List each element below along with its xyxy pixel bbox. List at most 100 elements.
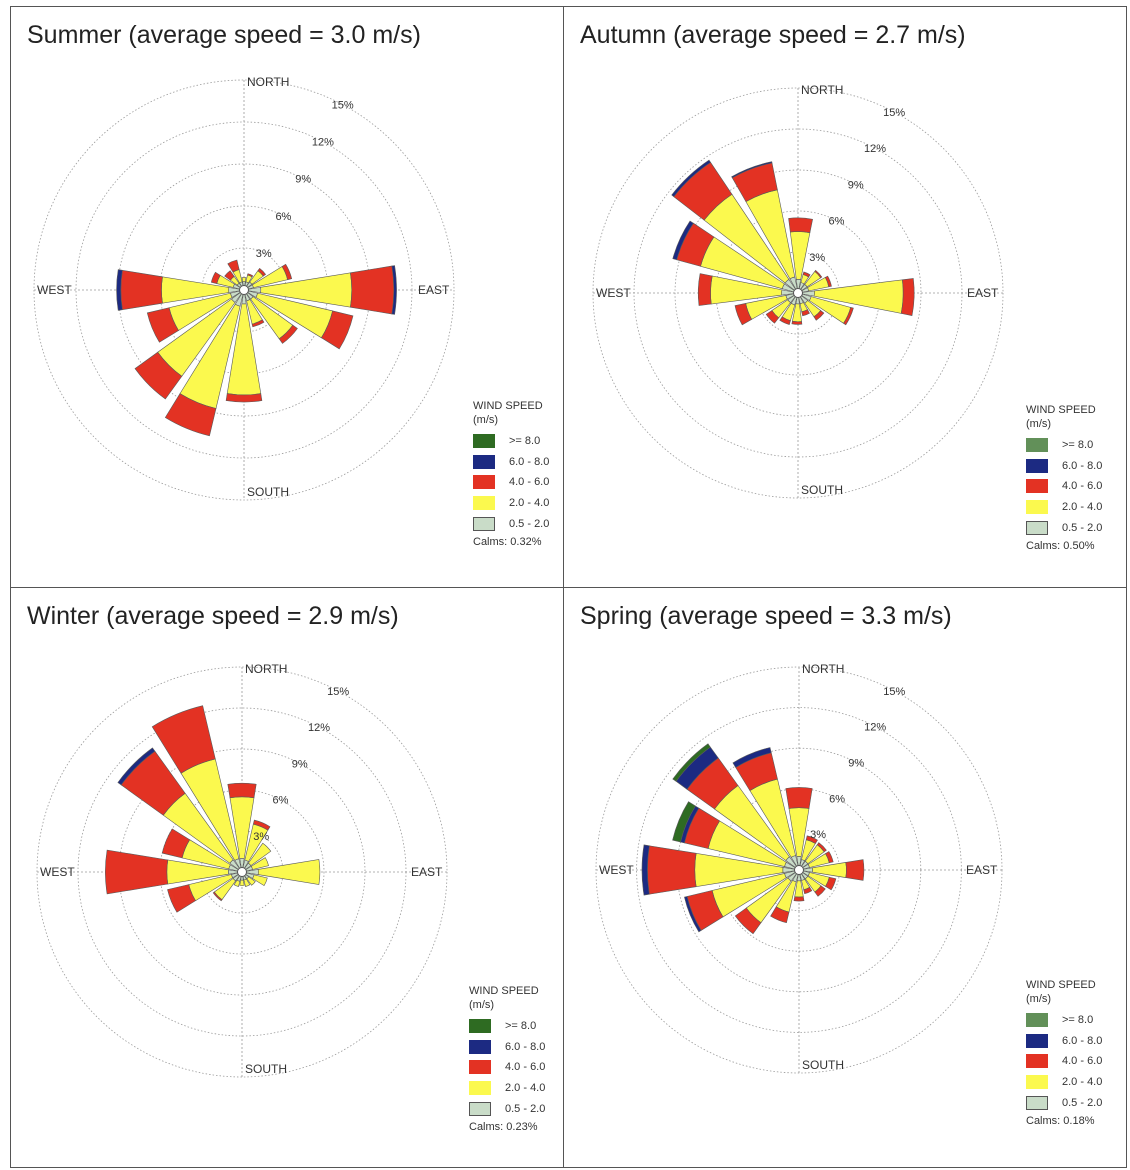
petal-segment bbox=[731, 161, 773, 179]
petal-segment bbox=[257, 859, 321, 885]
legend-swatch bbox=[1026, 1075, 1048, 1090]
ring-label: 9% bbox=[292, 758, 308, 770]
legend-swatch bbox=[473, 434, 495, 449]
chart-title: Spring (average speed = 3.3 m/s) bbox=[580, 602, 952, 630]
legend-swatch bbox=[1026, 1013, 1048, 1028]
direction-labels: NORTH EAST SOUTH WEST bbox=[599, 662, 998, 1072]
direction-label: SOUTH bbox=[245, 1062, 287, 1076]
legend-winter: WIND SPEED (m/s) >= 8.0 6.0 - 8.0 4.0 - … bbox=[469, 984, 545, 1133]
legend-item: 6.0 - 8.0 bbox=[1026, 1031, 1102, 1052]
legend-item: 6.0 - 8.0 bbox=[469, 1037, 545, 1058]
legend-title: WIND SPEED bbox=[1026, 404, 1096, 416]
legend-label: 4.0 - 6.0 bbox=[509, 476, 550, 489]
petal-segment bbox=[671, 159, 712, 198]
legend-swatch bbox=[1026, 500, 1048, 515]
direction-label: WEST bbox=[596, 286, 631, 300]
petal-segment bbox=[843, 307, 854, 326]
legend-item: 0.5 - 2.0 bbox=[473, 513, 549, 534]
petal-segment bbox=[641, 844, 650, 896]
petal-segment bbox=[672, 743, 711, 782]
ring-label: 9% bbox=[848, 179, 864, 191]
windrose-panel-spring: Spring (average speed = 3.3 m/s) 3% 6% 9% 1… bbox=[563, 587, 1127, 1168]
petal-segment bbox=[246, 876, 256, 886]
petal-segment bbox=[734, 907, 762, 935]
petal-segment bbox=[281, 263, 293, 281]
direction-label: EAST bbox=[418, 283, 450, 297]
petal-segment bbox=[239, 879, 245, 886]
legend-label: 0.5 - 2.0 bbox=[1062, 521, 1103, 534]
petal-segment bbox=[803, 886, 813, 895]
ring-labels: 3% 6% 9% 12% 15% bbox=[256, 100, 354, 260]
legend-swatch bbox=[473, 454, 495, 469]
legend-item: 6.0 - 8.0 bbox=[473, 452, 549, 473]
petal-segment bbox=[278, 324, 298, 344]
legend-label: 4.0 - 6.0 bbox=[505, 1061, 546, 1074]
petal-segment bbox=[212, 891, 223, 902]
legend-label: 6.0 - 8.0 bbox=[1062, 1034, 1103, 1047]
direction-label: EAST bbox=[411, 865, 443, 879]
ring-labels: 3% 6% 9% 12% 15% bbox=[253, 686, 349, 843]
petal-segment bbox=[793, 896, 805, 902]
petal-segment bbox=[788, 217, 813, 234]
calms-label: Calms: 0.50% bbox=[1026, 539, 1095, 552]
petal-segment bbox=[697, 273, 713, 306]
legend-item: 4.0 - 6.0 bbox=[469, 1057, 545, 1078]
petal-segment bbox=[225, 393, 263, 403]
legend-unit: (m/s) bbox=[1026, 993, 1052, 1005]
direction-label: NORTH bbox=[802, 662, 844, 676]
petal-segment bbox=[224, 270, 235, 281]
legend-label: 4.0 - 6.0 bbox=[1062, 1055, 1103, 1068]
petal-segment bbox=[241, 277, 247, 283]
windrose-panel-autumn: Autumn (average speed = 2.7 m/s) 3% 6% 9% 1… bbox=[563, 6, 1127, 589]
petal-segment bbox=[146, 307, 179, 343]
petal-segment bbox=[257, 267, 267, 277]
petal-segment bbox=[151, 705, 216, 774]
petal-segment bbox=[845, 859, 865, 881]
petal-segment bbox=[116, 269, 123, 311]
legend-swatch bbox=[469, 1060, 491, 1075]
legend-label: 2.0 - 4.0 bbox=[505, 1082, 546, 1095]
ring-label: 9% bbox=[295, 174, 311, 186]
ring-label: 15% bbox=[327, 686, 349, 698]
legend-item: 0.5 - 2.0 bbox=[1026, 1092, 1102, 1113]
legend-swatch bbox=[469, 1101, 491, 1116]
petal-segment bbox=[120, 269, 163, 311]
legend-label: 2.0 - 4.0 bbox=[509, 497, 550, 510]
petal-segment bbox=[233, 879, 241, 887]
petal-segment bbox=[247, 842, 272, 867]
legend-swatch bbox=[473, 475, 495, 490]
legend-swatch bbox=[1026, 438, 1048, 453]
center-dot bbox=[793, 288, 803, 298]
direction-label: EAST bbox=[966, 863, 998, 877]
direction-label: EAST bbox=[967, 286, 999, 300]
legend-label: 0.5 - 2.0 bbox=[505, 1102, 546, 1115]
center-dot bbox=[239, 285, 249, 295]
ring-label: 6% bbox=[275, 211, 291, 223]
calms-label: Calms: 0.32% bbox=[473, 535, 542, 548]
direction-label: WEST bbox=[37, 283, 72, 297]
direction-label: WEST bbox=[40, 865, 75, 879]
petal-segment bbox=[134, 351, 183, 400]
legend-unit: (m/s) bbox=[473, 414, 499, 426]
petal-segment bbox=[816, 842, 827, 853]
windrose-chart-summer: 3% 6% 9% 12% 15% NORTH EAST SOUTH WEST bbox=[33, 75, 455, 501]
ring-label: 6% bbox=[273, 795, 289, 807]
legend-label: >= 8.0 bbox=[509, 435, 541, 448]
ring-label: 12% bbox=[864, 722, 886, 734]
center-dot bbox=[794, 865, 804, 875]
legend-label: 4.0 - 6.0 bbox=[1062, 480, 1103, 493]
ring-label: 9% bbox=[848, 758, 864, 770]
petal-segment bbox=[802, 271, 811, 278]
legend-spring: WIND SPEED (m/s) >= 8.0 6.0 - 8.0 4.0 - … bbox=[1026, 978, 1102, 1127]
petal-segment bbox=[227, 259, 240, 273]
petal-segment bbox=[770, 906, 790, 924]
legend-label: 6.0 - 8.0 bbox=[509, 455, 550, 468]
windrose-chart-winter: 3% 6% 9% 12% 15% NORTH EAST SOUTH WEST bbox=[36, 662, 448, 1078]
legend-unit: (m/s) bbox=[469, 999, 495, 1011]
ring-label: 3% bbox=[810, 829, 826, 841]
legend-label: 6.0 - 8.0 bbox=[505, 1040, 546, 1053]
center-dot bbox=[237, 867, 247, 877]
ring-label: 12% bbox=[864, 143, 886, 155]
legend-swatch bbox=[1026, 1033, 1048, 1048]
windrose-chart-autumn: 3% 6% 9% 12% 15% NORTH EAST SOUTH WEST bbox=[592, 83, 1004, 499]
